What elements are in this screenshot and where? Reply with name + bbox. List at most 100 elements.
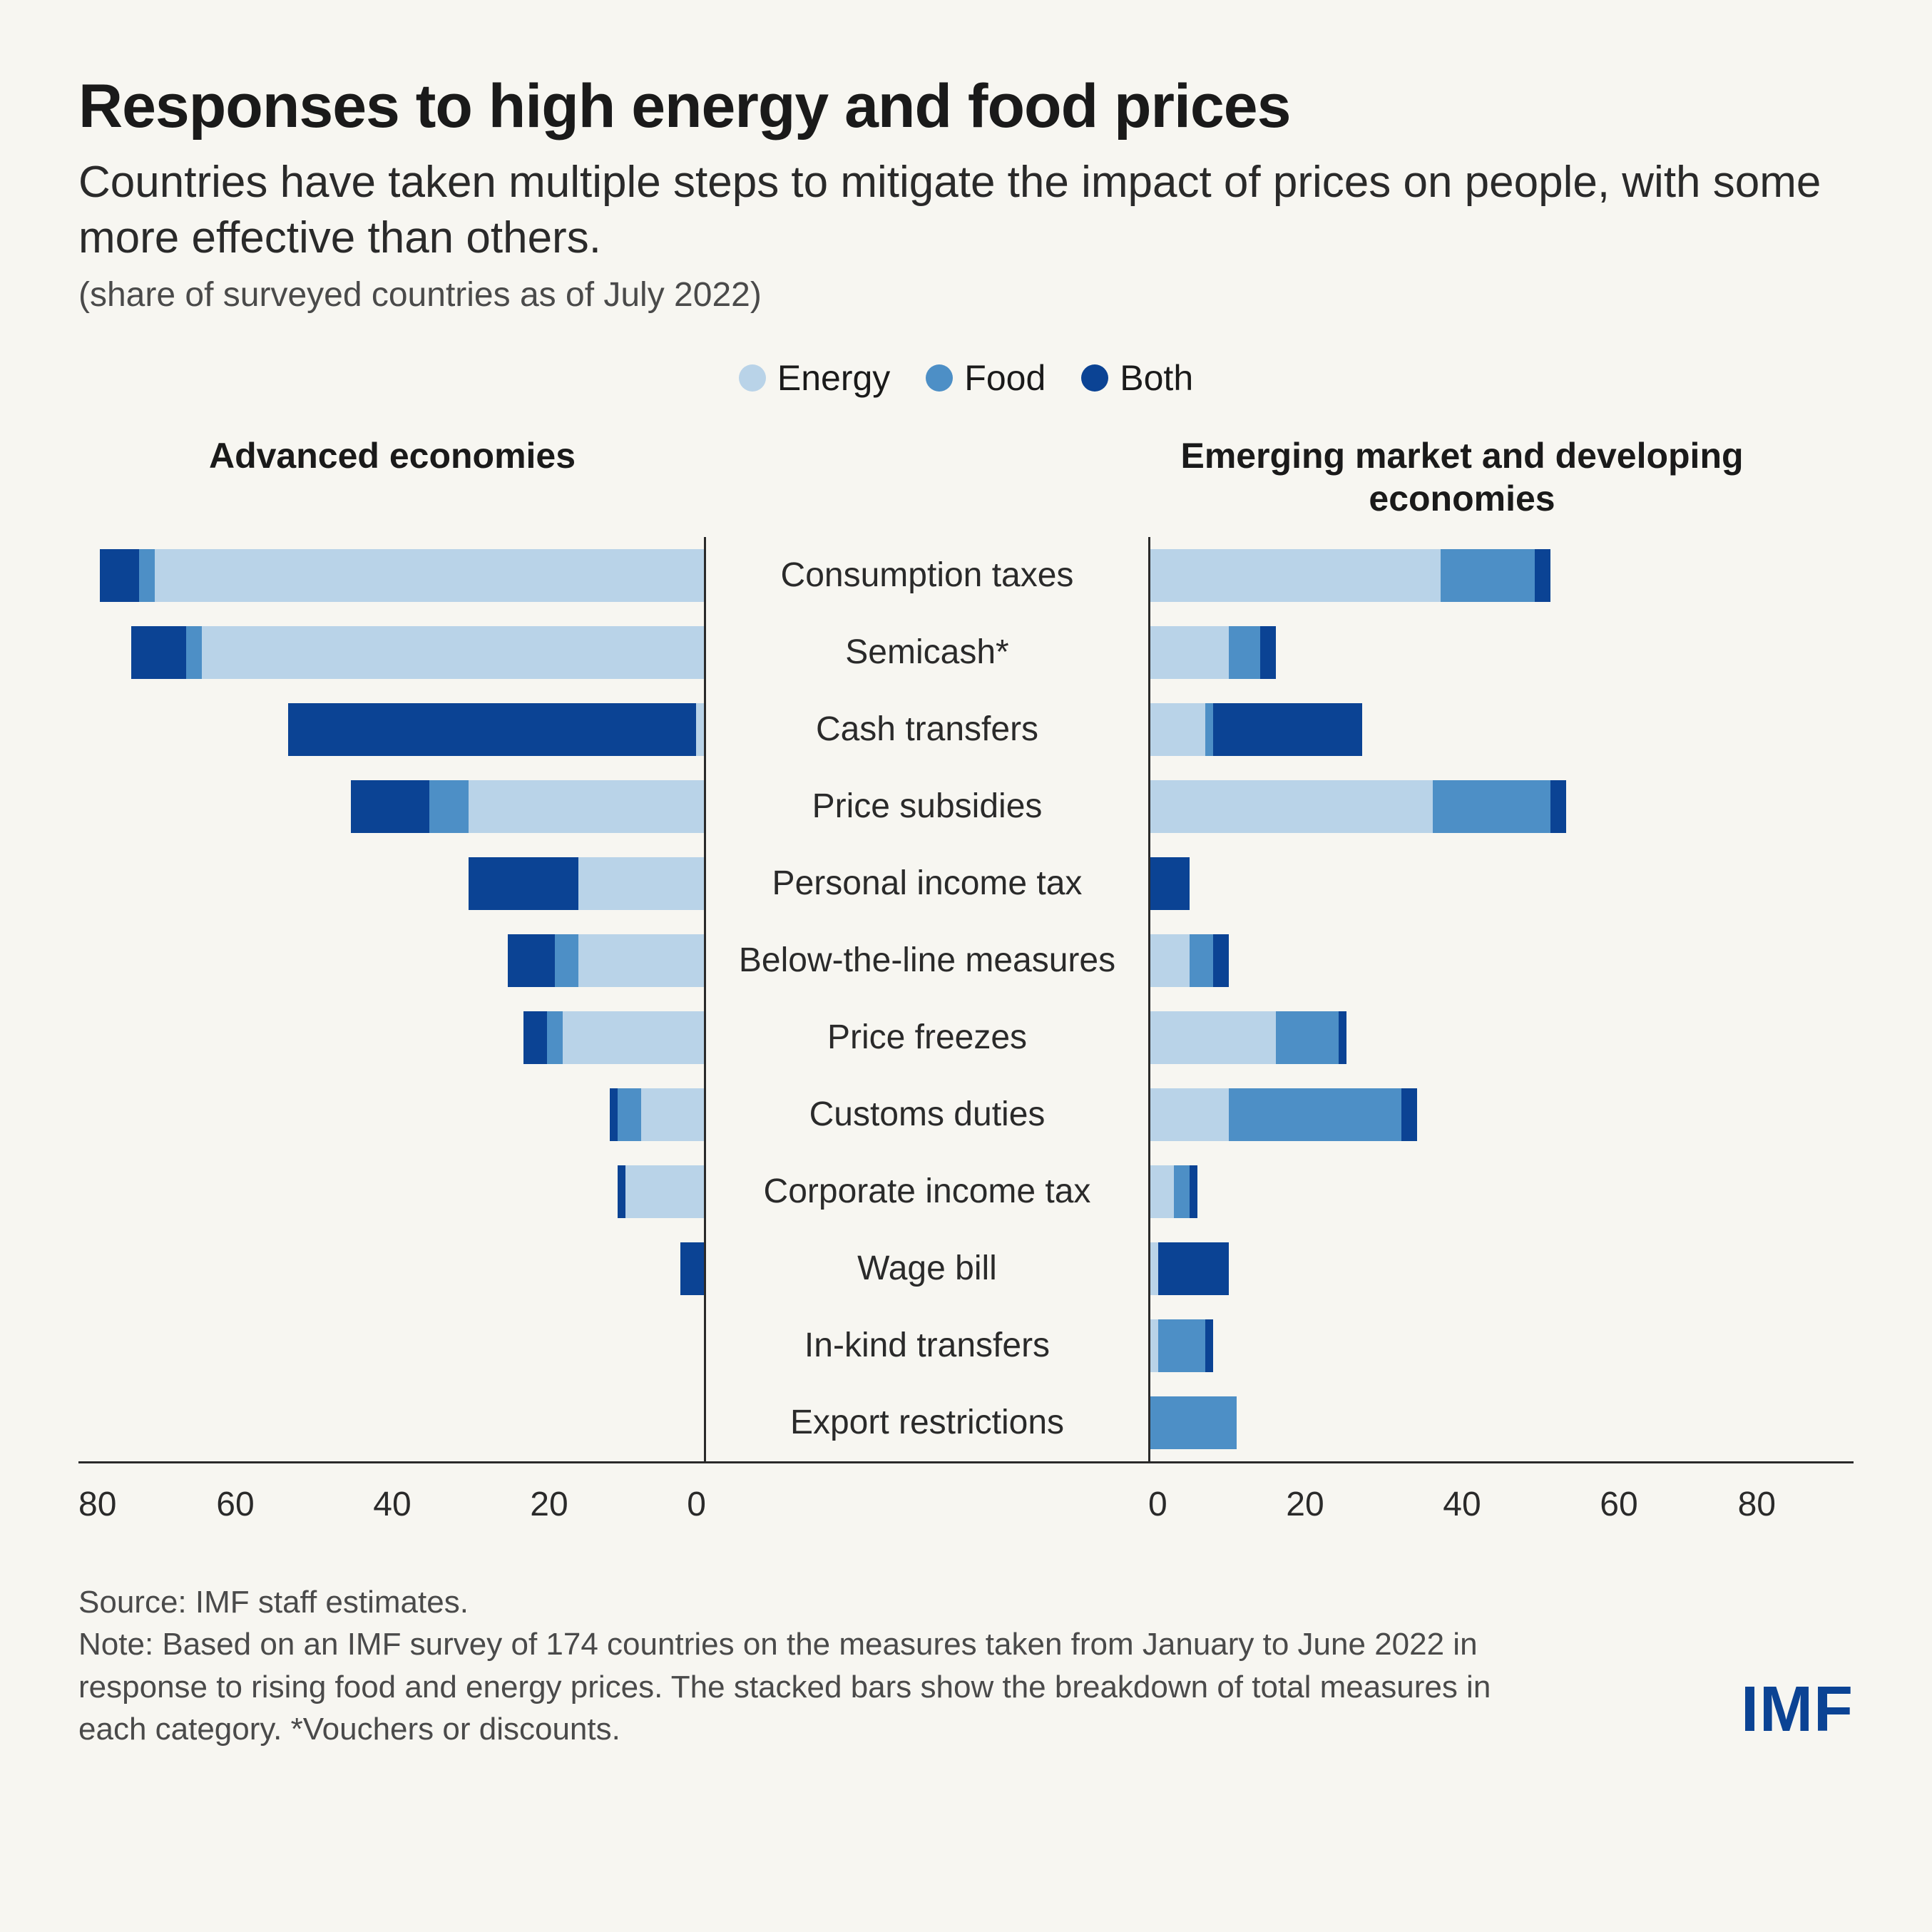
stacked-bar [1150, 1011, 1346, 1064]
bar-row [78, 1153, 704, 1230]
category-row: Wage bill [706, 1230, 1148, 1307]
bar-segment-energy [563, 1011, 704, 1064]
bar-segment-food [1150, 1396, 1237, 1449]
footer-text: Source: IMF staff estimates. Note: Based… [78, 1581, 1540, 1751]
stacked-bar [100, 549, 704, 602]
bar-segment-energy [469, 780, 704, 833]
stacked-bar [1150, 1319, 1213, 1372]
chart-subtitle: Countries have taken multiple steps to m… [78, 155, 1854, 265]
right-bars [1148, 537, 1776, 1461]
bar-segment-food [1433, 780, 1550, 833]
bar-segment-both [1401, 1088, 1417, 1141]
bar-segment-both [1260, 626, 1276, 679]
bar-segment-energy [1150, 1011, 1276, 1064]
stacked-bar [1150, 549, 1550, 602]
bar-row [1150, 999, 1776, 1076]
category-label: Corporate income tax [757, 1173, 1098, 1211]
stacked-bar [1150, 934, 1229, 987]
bar-segment-both [100, 549, 139, 602]
bar-segment-both [1535, 549, 1550, 602]
stacked-bar [469, 857, 704, 910]
legend-swatch [926, 364, 953, 392]
bar-segment-both [1150, 857, 1190, 910]
stacked-bar [131, 626, 704, 679]
bar-segment-food [547, 1011, 563, 1064]
stacked-bar [1150, 1165, 1197, 1218]
category-row: Price subsidies [706, 768, 1148, 845]
category-row: In-kind transfers [706, 1307, 1148, 1384]
stacked-bar [1150, 626, 1276, 679]
bar-segment-food [1441, 549, 1535, 602]
bar-row [78, 1230, 704, 1307]
bar-row [1150, 845, 1776, 922]
category-row: Below-the-line measures [706, 922, 1148, 999]
legend-swatch [1081, 364, 1108, 392]
bar-row [78, 691, 704, 768]
category-row: Export restrictions [706, 1384, 1148, 1461]
bar-segment-both [1339, 1011, 1346, 1064]
legend-swatch [739, 364, 766, 392]
stacked-bar [610, 1088, 704, 1141]
bar-row [1150, 1076, 1776, 1153]
category-label: Consumption taxes [774, 557, 1081, 595]
bar-segment-energy [1150, 1319, 1158, 1372]
category-label: Price freezes [820, 1019, 1034, 1057]
bar-segment-food [618, 1088, 641, 1141]
bar-segment-both [680, 1242, 704, 1295]
bar-segment-energy [1150, 934, 1190, 987]
bar-segment-energy [1150, 549, 1441, 602]
bar-row [78, 768, 704, 845]
x-tick: 60 [1540, 1485, 1697, 1524]
bar-segment-both [618, 1165, 625, 1218]
bar-segment-food [555, 934, 578, 987]
diverging-bar-chart: Consumption taxes Semicash* Cash transfers… [78, 537, 1854, 1463]
bar-segment-energy [155, 549, 704, 602]
note-line: Note: Based on an IMF survey of 174 coun… [78, 1623, 1540, 1750]
x-tick: 40 [314, 1485, 471, 1524]
x-tick: 80 [1697, 1485, 1776, 1524]
legend-item: Energy [739, 357, 890, 399]
stacked-bar [1150, 1088, 1417, 1141]
bar-segment-both [1213, 934, 1229, 987]
category-row: Personal income tax [706, 845, 1148, 922]
legend-item: Both [1081, 357, 1193, 399]
category-label: In-kind transfers [797, 1327, 1057, 1365]
bar-row [1150, 1230, 1776, 1307]
category-labels: Consumption taxes Semicash* Cash transfers… [706, 537, 1148, 1461]
x-tick: 20 [471, 1485, 628, 1524]
bar-segment-both [1213, 703, 1362, 756]
bar-segment-energy [1150, 626, 1229, 679]
stacked-bar [1150, 857, 1190, 910]
category-label: Cash transfers [809, 711, 1046, 749]
category-row: Customs duties [706, 1076, 1148, 1153]
bar-row [1150, 1307, 1776, 1384]
bar-segment-energy [641, 1088, 704, 1141]
x-tick: 80 [78, 1485, 157, 1524]
bar-row [78, 614, 704, 691]
right-panel-title: Emerging market and developing economies [1148, 434, 1776, 520]
category-label: Semicash* [838, 634, 1016, 672]
bar-segment-both [288, 703, 696, 756]
category-row: Cash transfers [706, 691, 1148, 768]
bar-segment-food [1205, 703, 1213, 756]
stacked-bar [508, 934, 704, 987]
bar-segment-food [1229, 1088, 1401, 1141]
category-label: Wage bill [850, 1250, 1004, 1288]
category-label: Export restrictions [783, 1404, 1071, 1442]
bar-segment-both [131, 626, 186, 679]
bar-segment-both [1158, 1242, 1229, 1295]
stacked-bar [1150, 703, 1362, 756]
stacked-bar [288, 703, 704, 756]
bar-segment-food [1276, 1011, 1339, 1064]
bar-row [1150, 691, 1776, 768]
bar-segment-energy [1150, 1242, 1158, 1295]
bar-segment-food [139, 549, 155, 602]
imf-logo: IMF [1741, 1673, 1854, 1751]
bar-row [78, 999, 704, 1076]
bar-segment-energy [578, 934, 704, 987]
x-tick: 60 [157, 1485, 314, 1524]
bar-row [1150, 1153, 1776, 1230]
category-label: Below-the-line measures [732, 942, 1123, 980]
bar-segment-energy [1150, 703, 1205, 756]
bar-row [1150, 1384, 1776, 1461]
